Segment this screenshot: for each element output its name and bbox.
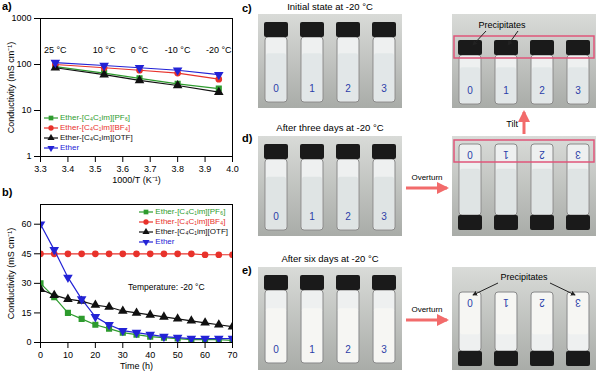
svg-text:100: 100 [16,59,31,69]
svg-text:Overturn: Overturn [411,305,442,314]
svg-text:40: 40 [145,350,155,360]
svg-text:25 °C: 25 °C [44,45,67,55]
svg-text:2: 2 [539,297,545,308]
svg-text:1000: 1000 [11,13,31,23]
svg-text:Overturn: Overturn [411,173,442,182]
svg-text:-20 °C: -20 °C [206,45,232,55]
svg-text:0: 0 [467,149,473,160]
svg-text:3: 3 [381,83,387,94]
svg-text:After six days at -20 °C: After six days at -20 °C [281,253,378,264]
svg-text:3: 3 [575,85,581,96]
svg-text:3.4: 3.4 [62,164,75,174]
svg-text:0: 0 [273,211,279,222]
svg-text:70: 70 [227,350,237,360]
svg-text:4.0: 4.0 [226,164,239,174]
svg-text:0: 0 [467,85,473,96]
svg-text:3.5: 3.5 [89,164,102,174]
svg-text:3: 3 [575,297,581,308]
svg-text:1: 1 [503,297,509,308]
svg-text:Precipitates: Precipitates [500,272,548,282]
html-text:Ether-[C₄C₁im][BF₄]: Ether-[C₄C₁im][BF₄] [60,123,131,132]
svg-text:-10 °C: -10 °C [165,45,191,55]
html-text:Ether-[C₄C₁im][PF₆]: Ether-[C₄C₁im][PF₆] [155,207,226,216]
svg-text:3: 3 [381,344,387,355]
svg-text:3: 3 [575,149,581,160]
svg-text:2: 2 [539,149,545,160]
svg-text:Conductivity (mS cm⁻¹): Conductivity (mS cm⁻¹) [6,228,16,320]
svg-text:c): c) [242,2,252,14]
svg-text:10 °C: 10 °C [93,45,116,55]
svg-text:1000/T (K⁻¹): 1000/T (K⁻¹) [112,175,160,185]
svg-text:Initial state at -20 °C: Initial state at -20 °C [287,1,373,12]
svg-text:3.9: 3.9 [199,164,212,174]
svg-text:2: 2 [345,344,351,355]
svg-text:3.8: 3.8 [171,164,184,174]
svg-text:60: 60 [200,350,210,360]
svg-text:0 °C: 0 °C [131,45,149,55]
html-text:Ether: Ether [155,237,175,246]
svg-text:1: 1 [503,149,509,160]
svg-text:50: 50 [173,350,183,360]
html-text:Ether-[C₄C₁im][OTF]: Ether-[C₄C₁im][OTF] [60,133,133,142]
html-text:Ether-[C₄C₁im][OTF]: Ether-[C₄C₁im][OTF] [155,227,228,236]
svg-text:3.7: 3.7 [144,164,157,174]
svg-text:Conductivity (mS cm⁻¹): Conductivity (mS cm⁻¹) [6,42,16,134]
svg-text:2: 2 [345,211,351,222]
svg-text:Tilt: Tilt [506,119,518,129]
svg-text:1: 1 [309,211,315,222]
svg-text:0: 0 [26,337,31,347]
svg-text:After three days at -20 °C: After three days at -20 °C [276,122,383,133]
svg-text:0: 0 [273,344,279,355]
svg-text:0: 0 [273,83,279,94]
svg-text:1: 1 [26,151,31,161]
svg-text:15: 15 [21,308,31,318]
svg-text:20: 20 [90,350,100,360]
svg-text:3.6: 3.6 [117,164,130,174]
svg-text:1: 1 [503,85,509,96]
html-text:Ether-[C₄C₁im][PF₆]: Ether-[C₄C₁im][PF₆] [60,113,131,122]
svg-text:60: 60 [21,219,31,229]
svg-text:d): d) [242,132,253,144]
svg-text:1: 1 [309,83,315,94]
svg-text:Time (h): Time (h) [120,361,153,371]
html-text:Temperature: -20 °C: Temperature: -20 °C [128,282,205,292]
svg-text:1: 1 [309,344,315,355]
svg-text:e): e) [242,264,252,276]
svg-text:10: 10 [21,105,31,115]
svg-text:3.3: 3.3 [34,164,47,174]
svg-text:2: 2 [345,83,351,94]
svg-text:Precipitates: Precipitates [478,20,526,30]
svg-text:30: 30 [118,350,128,360]
svg-text:45: 45 [21,249,31,259]
svg-text:0: 0 [467,297,473,308]
html-text:b): b) [2,186,13,198]
svg-text:3: 3 [381,211,387,222]
svg-text:2: 2 [539,85,545,96]
svg-text:0: 0 [38,350,43,360]
svg-text:10: 10 [63,350,73,360]
html-text:a): a) [2,0,12,12]
html-text:Ether-[C₄C₁im][BF₄]: Ether-[C₄C₁im][BF₄] [155,217,226,226]
svg-text:30: 30 [21,278,31,288]
html-text:Ether: Ether [60,143,80,152]
